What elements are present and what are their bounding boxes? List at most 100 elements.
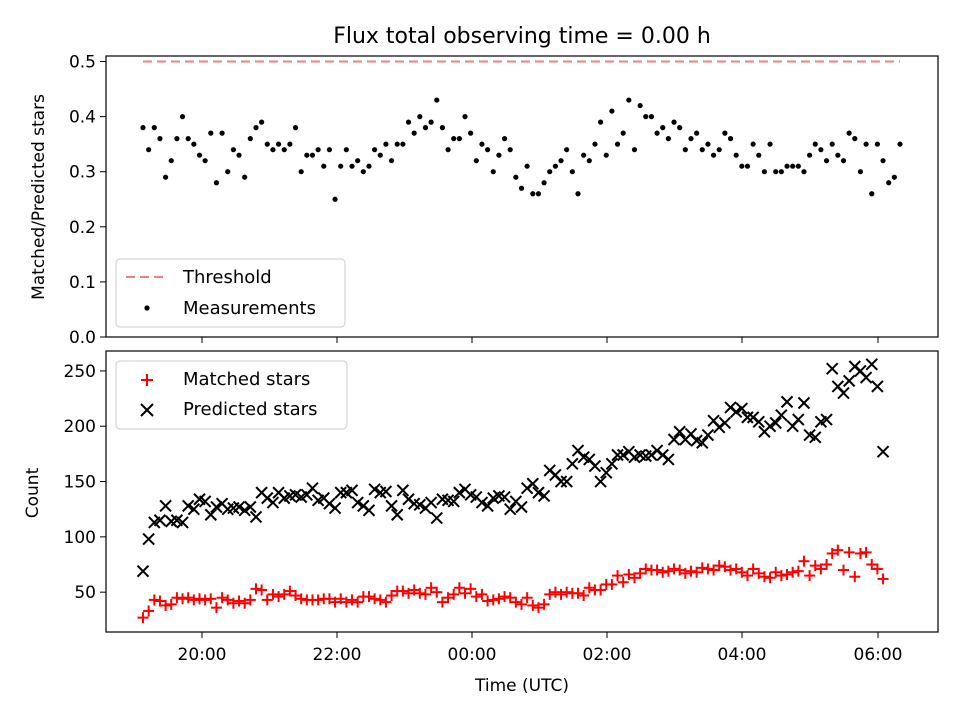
measurement-point <box>891 174 897 180</box>
predicted-point <box>232 500 246 514</box>
predicted-point <box>187 502 201 516</box>
predicted-point <box>729 405 743 419</box>
predicted-point <box>611 448 624 462</box>
legend-predicted-marker <box>140 403 154 417</box>
measurement-point <box>202 158 208 164</box>
matched-point <box>329 596 341 608</box>
measurement-point <box>581 152 587 158</box>
measurement-point <box>355 158 361 164</box>
measurement-point <box>835 152 841 158</box>
predicted-point <box>842 374 856 388</box>
measurement-point <box>388 158 395 164</box>
matched-point <box>849 571 861 583</box>
measurement-point <box>434 97 440 103</box>
measurement-point <box>631 147 638 153</box>
measurement-point <box>575 191 581 197</box>
predicted-point <box>306 481 319 495</box>
predicted-point <box>526 477 540 490</box>
measurement-point <box>665 136 671 142</box>
matched-point <box>696 562 708 574</box>
measurement-point <box>304 152 310 158</box>
measurement-point <box>535 191 542 197</box>
matched-point <box>250 583 262 595</box>
matched-point <box>623 568 635 580</box>
measurement-point <box>603 152 609 158</box>
matched-point <box>781 568 793 580</box>
predicted-point <box>718 416 732 430</box>
matched-point <box>640 563 652 575</box>
x-tick-label: 06:00 <box>854 645 903 665</box>
measurement-point <box>513 174 519 180</box>
matched-point <box>521 592 533 604</box>
measurement-point <box>614 141 621 147</box>
measurement-point <box>343 147 349 153</box>
predicted-point <box>430 511 443 525</box>
matched-point <box>832 544 844 556</box>
measurement-point <box>501 136 508 142</box>
measurement-point <box>564 147 570 153</box>
measurement-point <box>733 152 739 158</box>
measurement-point <box>439 125 446 131</box>
matched-point <box>617 576 629 588</box>
measurement-point <box>705 141 711 147</box>
x-tick-label: 02:00 <box>583 645 632 665</box>
measurement-point <box>756 152 762 158</box>
predicted-point <box>667 433 681 446</box>
top-x-ticks <box>201 337 879 343</box>
predicted-point <box>752 415 765 429</box>
matched-point <box>148 594 160 606</box>
measurement-point <box>219 130 225 136</box>
matched-point <box>758 571 770 583</box>
top-points <box>140 97 903 202</box>
predicted-point <box>142 532 155 546</box>
measurement-point <box>547 169 553 175</box>
matched-point <box>205 593 217 605</box>
matched-point <box>459 587 471 599</box>
matched-point <box>295 593 307 605</box>
legend-matched-label: Matched stars <box>183 369 310 390</box>
predicted-point <box>741 411 754 424</box>
matched-point <box>216 592 228 604</box>
measurement-point <box>727 136 734 142</box>
predicted-point <box>809 431 822 444</box>
legend-x-glyph <box>140 403 154 417</box>
matched-point <box>775 570 787 582</box>
measurement-point <box>213 180 220 186</box>
matched-point <box>866 559 878 571</box>
matched-point <box>606 578 618 590</box>
matched-point <box>374 594 386 606</box>
matched-point <box>261 594 273 606</box>
matched-point <box>290 589 302 601</box>
measurement-point <box>247 136 253 142</box>
matched-point <box>487 594 499 606</box>
predicted-point <box>396 484 410 497</box>
measurement-point <box>874 141 881 147</box>
measurement-point <box>462 114 468 120</box>
measurement-point <box>146 147 152 153</box>
matched-point <box>674 564 686 576</box>
measurement-point <box>208 130 214 136</box>
predicted-point <box>159 499 172 513</box>
measurement-point <box>179 114 186 120</box>
x-tick-label: 04:00 <box>718 645 767 665</box>
matched-point <box>804 570 816 582</box>
predicted-point <box>176 516 189 529</box>
measurement-point <box>807 152 813 158</box>
matched-point <box>244 594 256 606</box>
predicted-point <box>153 514 167 527</box>
predicted-point <box>797 396 811 410</box>
matched-point <box>657 566 669 578</box>
matched-point <box>284 585 296 597</box>
matched-point <box>792 565 804 577</box>
matched-point <box>595 584 607 596</box>
matched-point <box>408 584 420 596</box>
legend-matched-marker <box>141 374 153 386</box>
measurement-point <box>309 152 316 158</box>
matched-point <box>561 586 573 598</box>
matched-point <box>160 599 172 611</box>
measurement-point <box>654 130 660 136</box>
matched-point <box>193 593 205 605</box>
matched-point <box>323 593 335 605</box>
bottom-y-tick-label: 100 <box>64 528 96 548</box>
matched-point <box>476 588 488 600</box>
